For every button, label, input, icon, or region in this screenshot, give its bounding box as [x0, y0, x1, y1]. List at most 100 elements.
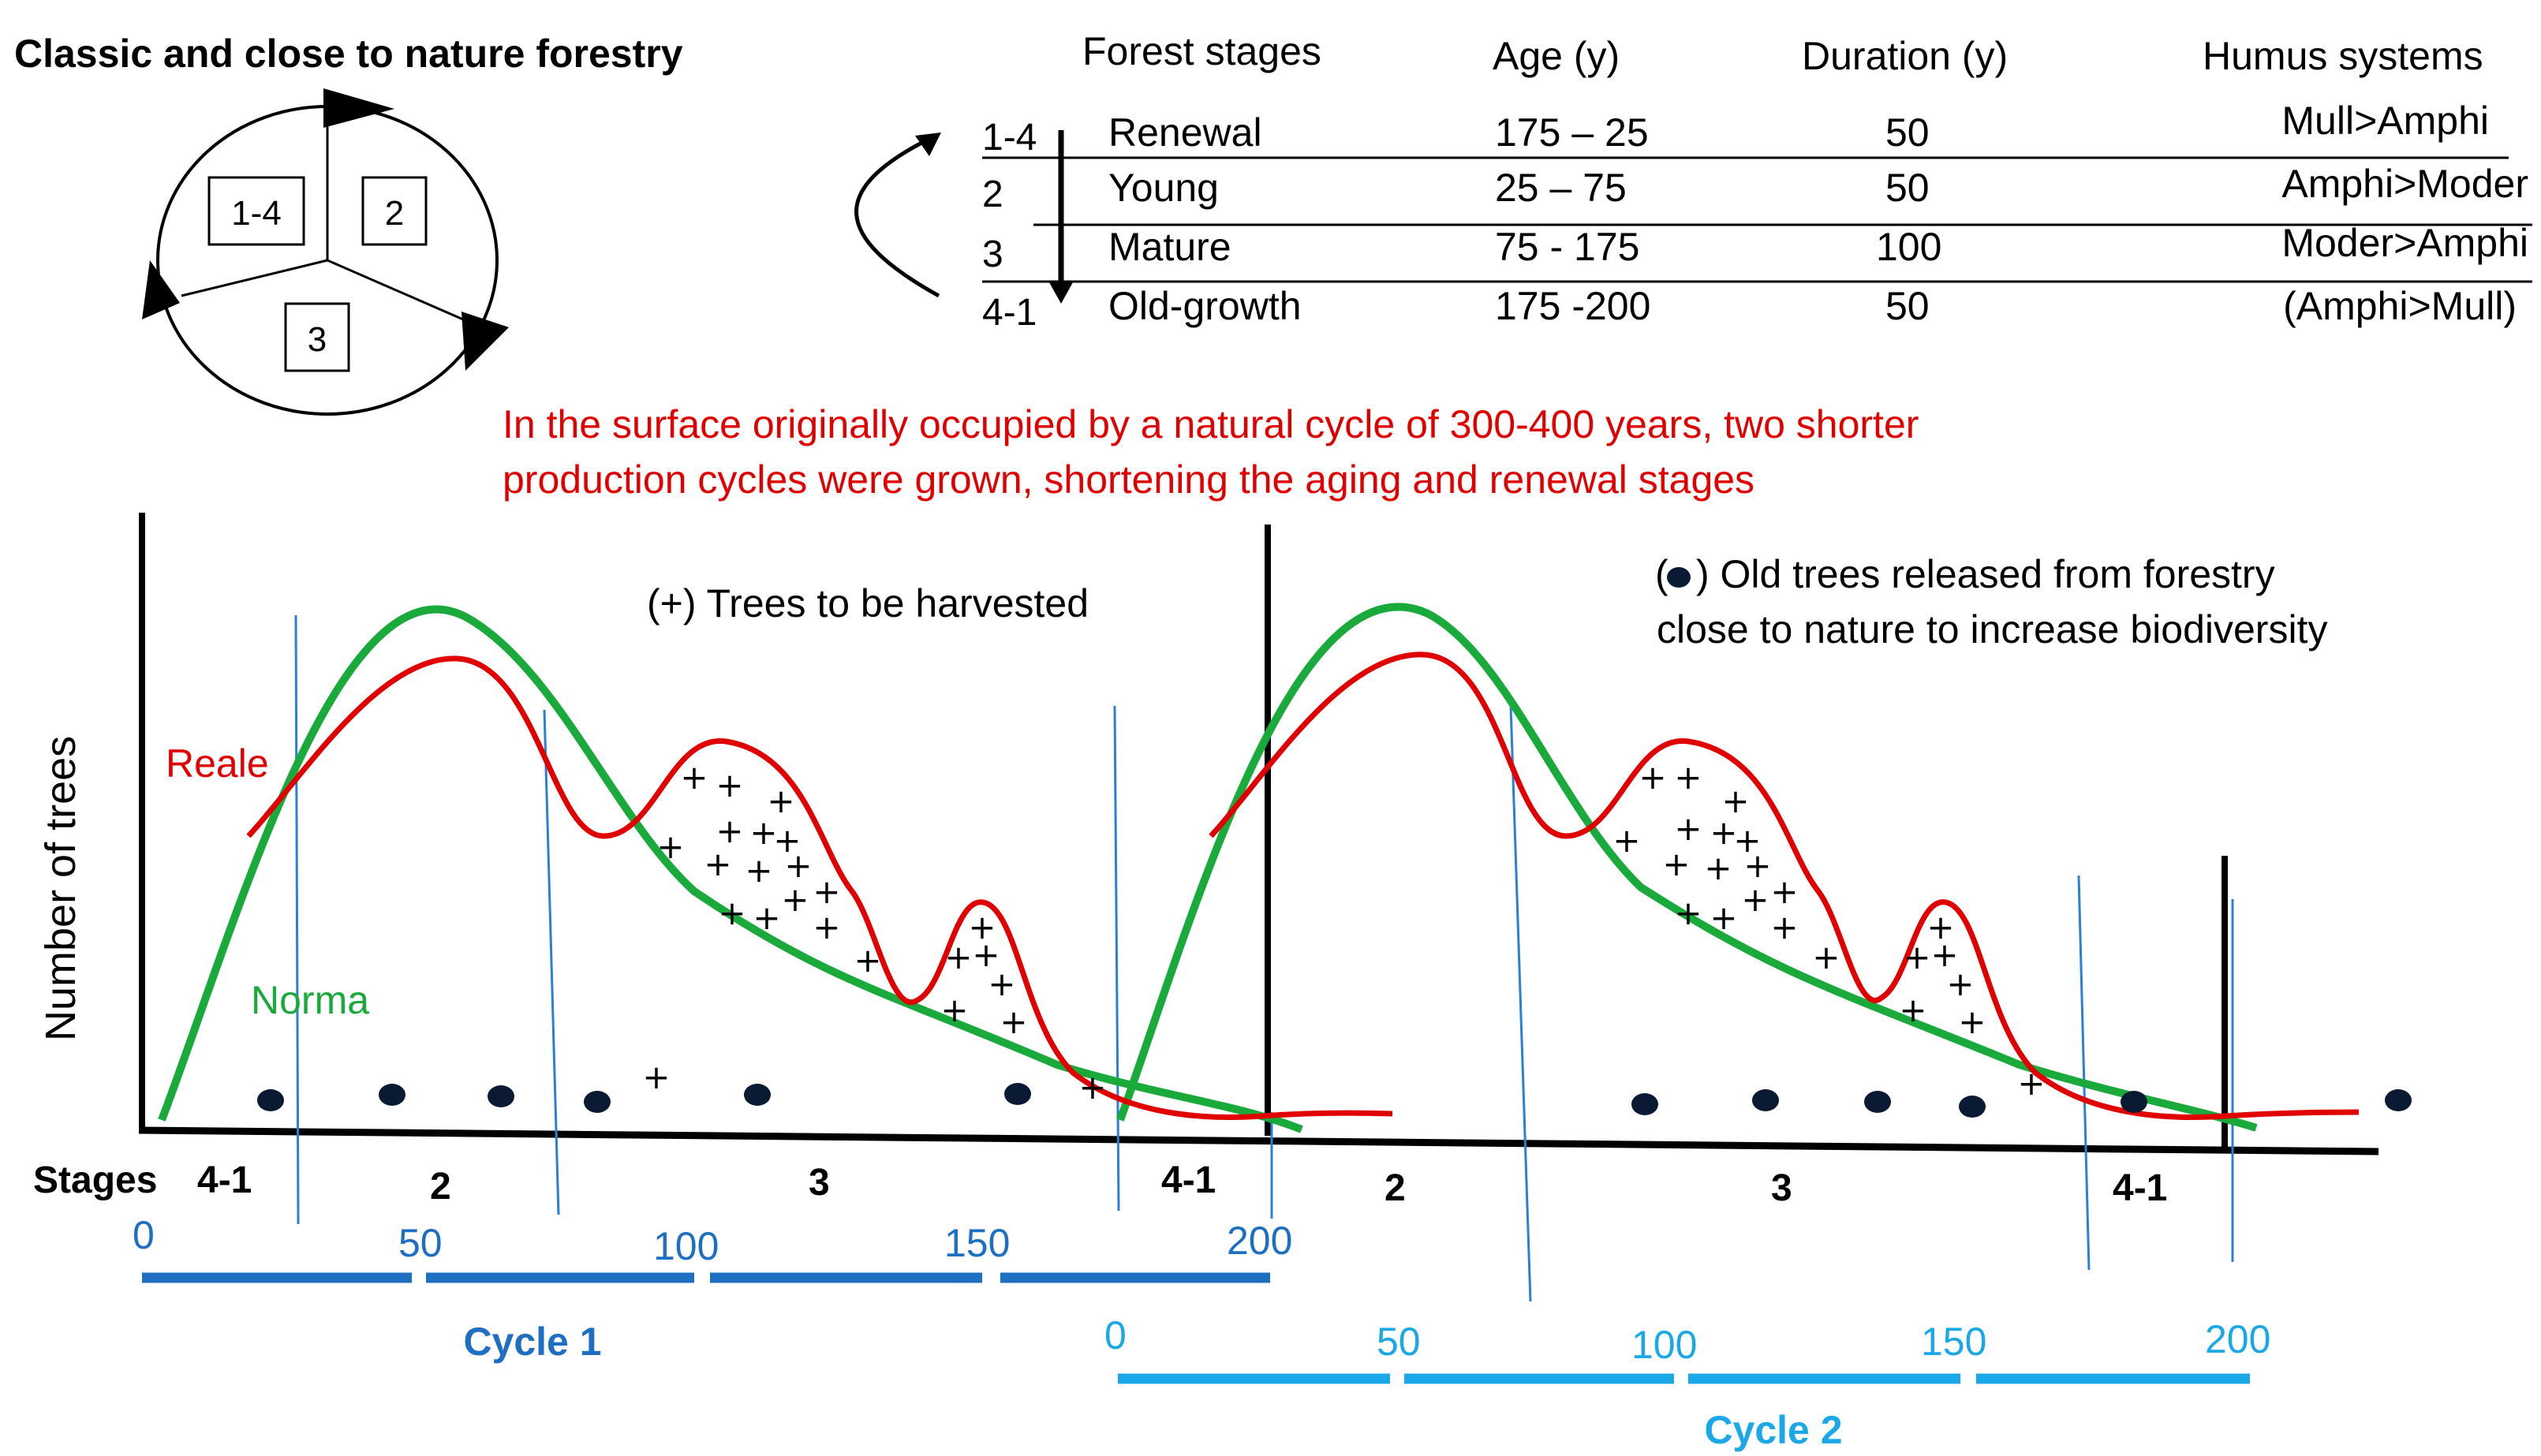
harvest-marker-icon: + [813, 872, 840, 911]
harvest-marker-icon: + [745, 851, 772, 890]
harvest-marker-icon: + [1743, 846, 1771, 885]
real-curve-cycle-2 [1209, 651, 2360, 1120]
legend-old-open: ( [1655, 552, 1668, 596]
old-tree-marker-icon [584, 1091, 611, 1113]
arrow-head-icon [323, 88, 394, 128]
cycle-1-tick: 200 [1227, 1219, 1292, 1263]
harvest-marker-icon: + [972, 935, 1000, 974]
harvest-marker-icon: + [1903, 938, 1930, 976]
table-row-age: 175 – 25 [1495, 110, 1649, 155]
harvest-marker-icon: + [784, 846, 812, 885]
table-row-age: 75 - 175 [1495, 225, 1639, 269]
stage-label-young-1: 2 [430, 1166, 451, 1208]
stage-cycle-circle: 1-4 2 3 [142, 88, 509, 416]
old-tree-marker-icon [1752, 1089, 1779, 1111]
old-tree-marker-icon [257, 1089, 284, 1111]
harvest-marker-icon: + [1733, 821, 1761, 860]
harvest-marker-icon: + [1674, 894, 1702, 932]
old-tree-marker-icon [2121, 1091, 2147, 1113]
cycle-1-tick: 0 [133, 1213, 155, 1257]
harvest-marker-icon: + [718, 894, 745, 932]
legend-old-line-2: close to nature to increase biodiversity [1657, 607, 2327, 651]
harvest-marker-icon: + [1930, 935, 1958, 974]
table-row-code: 1-4 [982, 117, 1037, 159]
cycle-1-tick: 100 [653, 1224, 719, 1268]
legend-harvest: (+) Trees to be harvested [647, 581, 1089, 625]
table-row-humus: Moder>Amphi [2281, 221, 2528, 265]
table-row-age: 25 – 75 [1495, 166, 1627, 210]
cycle-2-tick: 0 [1104, 1313, 1127, 1357]
harvest-marker-icon: + [1926, 908, 1954, 946]
harvest-marker-icon: + [944, 938, 972, 976]
table-header-humus: Humus systems [2203, 34, 2483, 78]
harvest-marker-icon: + [1674, 809, 1702, 848]
harvest-marker-icon: + [1000, 1002, 1027, 1041]
harvest-marker-icon: + [680, 758, 708, 797]
stage-dividers [294, 614, 2234, 1302]
curved-arrow-icon [915, 133, 941, 156]
table-row-code: 2 [982, 174, 1003, 215]
old-tree-marker-icon [1959, 1096, 1986, 1118]
harvest-marker-icon: + [749, 813, 777, 852]
circle-label-young: 2 [385, 194, 404, 233]
stage-label-young-2: 2 [1384, 1167, 1406, 1209]
cycle-1-scale: 0 50 100 150 200 Cycle 1 [133, 1213, 1292, 1364]
old-tree-marker-icon [379, 1084, 405, 1106]
cycle-2-tick: 150 [1921, 1320, 1986, 1364]
harvest-marker-icon: + [773, 821, 801, 860]
stage-label-oldgrowth-2: 4-1 [2113, 1167, 2167, 1209]
chart-axes [138, 513, 2379, 1155]
real-curve-cycle-1 [246, 655, 1393, 1120]
table-header-stages: Forest stages [1082, 29, 1321, 73]
harvest-marker-icon: + [781, 880, 809, 919]
legend-old-line-1: ) Old trees released from forestry [1696, 552, 2275, 596]
table-row-duration: 50 [1885, 110, 1930, 155]
old-tree-markers [257, 1083, 2412, 1118]
harvest-marker-icon: + [716, 766, 743, 805]
real-curve-label: Reale [166, 741, 269, 786]
harvest-marker-icon: + [767, 782, 794, 820]
norm-curve-cycle-1 [158, 605, 1303, 1133]
cycle-1-label: Cycle 1 [463, 1320, 601, 1364]
harvest-marker-icon: + [940, 991, 968, 1029]
harvest-marker-icon: + [656, 827, 684, 866]
note-line-2: production cycles were grown, shortening… [503, 457, 1754, 502]
arrow-head-icon [461, 312, 509, 371]
cycle-1-tick: 50 [398, 1221, 443, 1265]
harvest-marker-icon: + [1710, 813, 1737, 852]
stage-label-mature-2: 3 [1771, 1167, 1792, 1209]
stage-label-mature-1: 3 [809, 1162, 830, 1204]
harvest-marker-icon: + [2017, 1064, 2045, 1103]
table-row-stage: Young [1108, 166, 1219, 210]
cycle-2-tick: 50 [1377, 1320, 1421, 1364]
harvest-marker-icon: + [854, 941, 881, 980]
stages-label: Stages [33, 1159, 157, 1201]
harvest-marker-icon: + [1674, 758, 1702, 797]
old-tree-marker-icon [1864, 1091, 1891, 1113]
harvest-marker-icon: + [716, 812, 743, 850]
harvest-marker-icon: + [1721, 782, 1749, 820]
harvest-marker-icon: + [1958, 1002, 1986, 1041]
cycle-1-tick: 150 [944, 1221, 1010, 1265]
harvest-marker-icon: + [1662, 845, 1690, 883]
harvest-marker-icon: + [642, 1058, 670, 1096]
table-row-stage: Old-growth [1108, 284, 1302, 328]
old-tree-marker-icon [488, 1085, 514, 1107]
harvest-marker-icon: + [1741, 880, 1769, 919]
old-tree-marker-icon [1004, 1083, 1031, 1105]
harvest-marker-icon: + [813, 908, 840, 946]
harvest-marker-icon: + [704, 845, 731, 883]
table-row-stage: Mature [1108, 225, 1231, 269]
cycle-2-label: Cycle 2 [1704, 1408, 1842, 1452]
old-tree-marker-icon [744, 1084, 771, 1106]
harvest-markers: + + ++ +++ + + ++ + + +++++ +++ ++ ++ +++ ++++ + ++ + + +++… [642, 758, 2045, 1107]
harvest-marker-icon: + [753, 898, 780, 937]
old-tree-marker-icon [1631, 1093, 1658, 1115]
harvest-marker-icon: + [1704, 849, 1732, 887]
harvest-marker-icon: + [1770, 872, 1798, 911]
harvest-marker-icon: + [1612, 821, 1640, 860]
stage-label-oldgrowth-1: 4-1 [1161, 1159, 1216, 1201]
cycle-2-tick: 200 [2205, 1317, 2270, 1361]
note-line-1: In the surface originally occupied by a … [503, 402, 1919, 446]
